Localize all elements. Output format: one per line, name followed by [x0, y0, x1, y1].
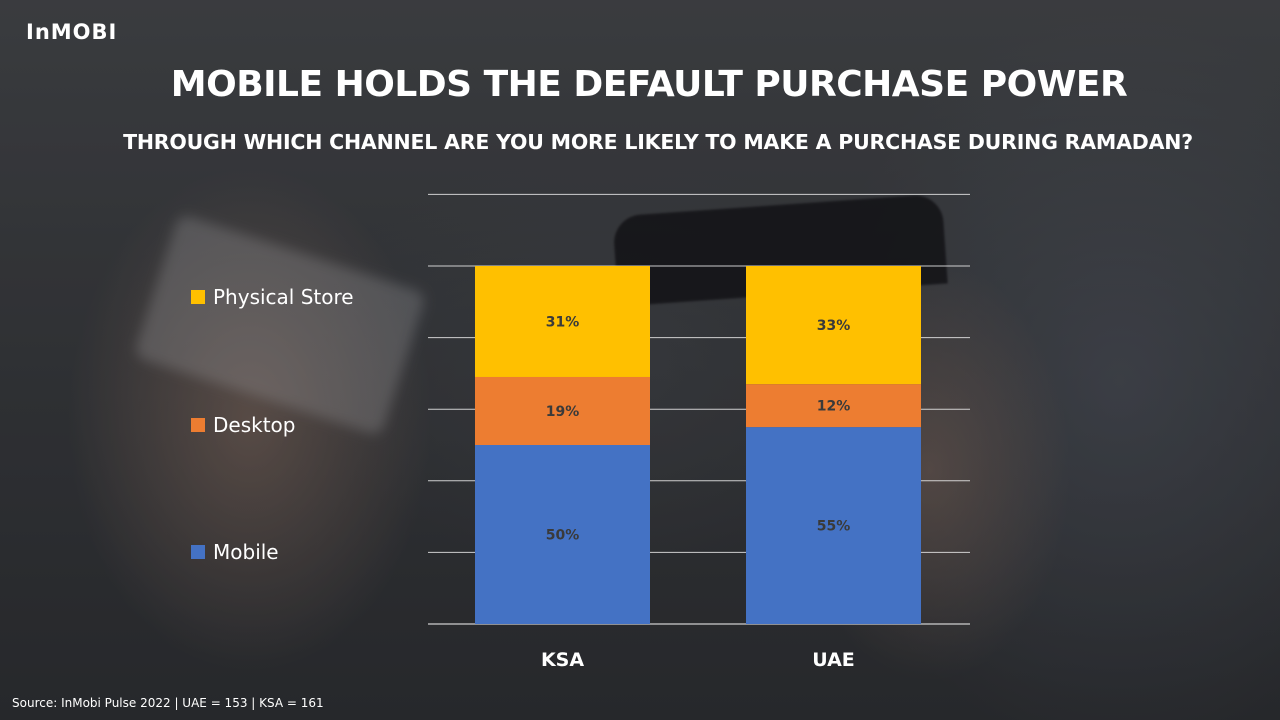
bar-uae-desktop: [746, 384, 921, 428]
bar-ksa-desktop: [475, 376, 650, 445]
legend-swatch-desktop: [191, 418, 205, 432]
data-label-uae-desktop: 12%: [817, 399, 851, 415]
legend-label-physical-store: Physical Store: [213, 285, 354, 309]
bar-ksa-physical-store: [475, 266, 650, 377]
category-label-uae: UAE: [812, 649, 855, 671]
chart-title: MOBILE HOLDS THE DEFAULT PURCHASE POWER: [170, 64, 1128, 105]
bar-uae-physical-store: [746, 266, 921, 385]
data-label-uae-mobile: 55%: [817, 519, 851, 535]
legend-label-desktop: Desktop: [213, 413, 296, 437]
legend-item-physical-store: Physical Store: [191, 285, 354, 309]
data-label-uae-physical-store: 33%: [817, 318, 851, 334]
legend-swatch-mobile: [191, 545, 205, 559]
inmobi-logo: InMOBI: [26, 20, 118, 44]
legend-item-mobile: Mobile: [191, 540, 279, 564]
data-label-ksa-desktop: 19%: [546, 404, 580, 420]
bar-uae-mobile: [746, 427, 921, 624]
legend-item-desktop: Desktop: [191, 413, 295, 437]
data-label-ksa-mobile: 50%: [546, 528, 580, 544]
legend-label-mobile: Mobile: [213, 540, 279, 564]
legend-swatch-physical-store: [191, 290, 205, 304]
chart-subtitle: THROUGH WHICH CHANNEL ARE YOU MORE LIKEL…: [123, 130, 1193, 154]
data-label-ksa-physical-store: 31%: [546, 314, 580, 330]
bar-ksa-mobile: [475, 445, 650, 624]
source-note: Source: InMobi Pulse 2022 | UAE = 153 | …: [12, 696, 324, 710]
category-label-ksa: KSA: [541, 649, 584, 671]
